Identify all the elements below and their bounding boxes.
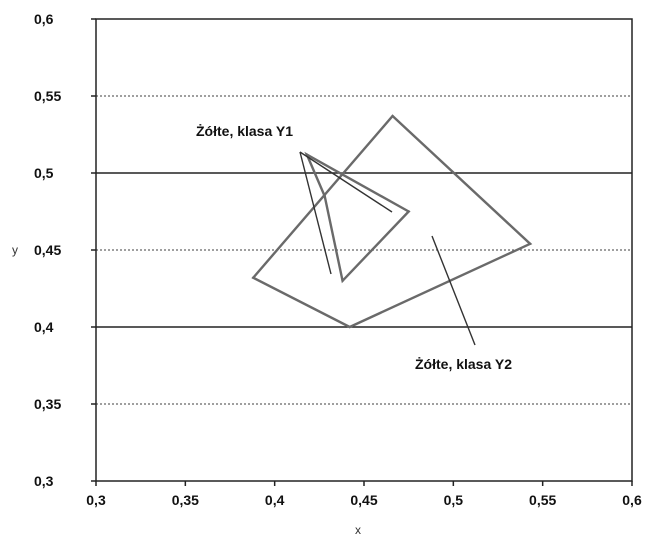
x-tick-label: 0,35 (172, 492, 199, 508)
data-point (348, 325, 351, 329)
data-point (305, 153, 309, 156)
data-point (252, 276, 255, 279)
data-point (341, 279, 344, 282)
gridlines (96, 95, 632, 405)
y-tick-label: 0,5 (34, 165, 54, 181)
y-tick-label: 0,35 (34, 396, 61, 412)
annotation-leader (299, 151, 332, 275)
x-tick-label: 0,6 (622, 492, 642, 508)
y-tick-label: 0,3 (34, 473, 54, 489)
y-axis-label: y (12, 243, 18, 257)
annotation-label: Żółte, klasa Y2 (415, 356, 512, 372)
x-tick-label: 0,4 (265, 492, 285, 508)
annotation-leader (431, 235, 476, 346)
x-tick-label: 0,45 (350, 492, 377, 508)
annotations: Żółte, klasa Y1 Żółte, klasa Y2 (196, 123, 512, 372)
y-tick-label: 0,45 (34, 242, 61, 258)
tick-labels: 0,3 0,35 0,4 0,45 0,5 0,55 0,6 0,3 0,35 0,4 0,45 0,… (34, 11, 642, 508)
y-tick-label: 0,6 (34, 11, 54, 27)
x-tick-label: 0,3 (86, 492, 106, 508)
series-layer (251, 114, 533, 329)
data-point (407, 210, 410, 213)
y-tick-label: 0,4 (34, 319, 54, 335)
annotation-label: Żółte, klasa Y1 (196, 123, 293, 139)
annotation-leader (299, 151, 393, 213)
data-point (391, 114, 394, 118)
data-point (528, 242, 532, 246)
x-tick-label: 0,55 (529, 492, 556, 508)
x-tick-label: 0,5 (444, 492, 464, 508)
x-axis-label: x (355, 523, 361, 537)
series-polygon-2 (251, 114, 533, 329)
y-tick-label: 0,55 (34, 88, 61, 104)
